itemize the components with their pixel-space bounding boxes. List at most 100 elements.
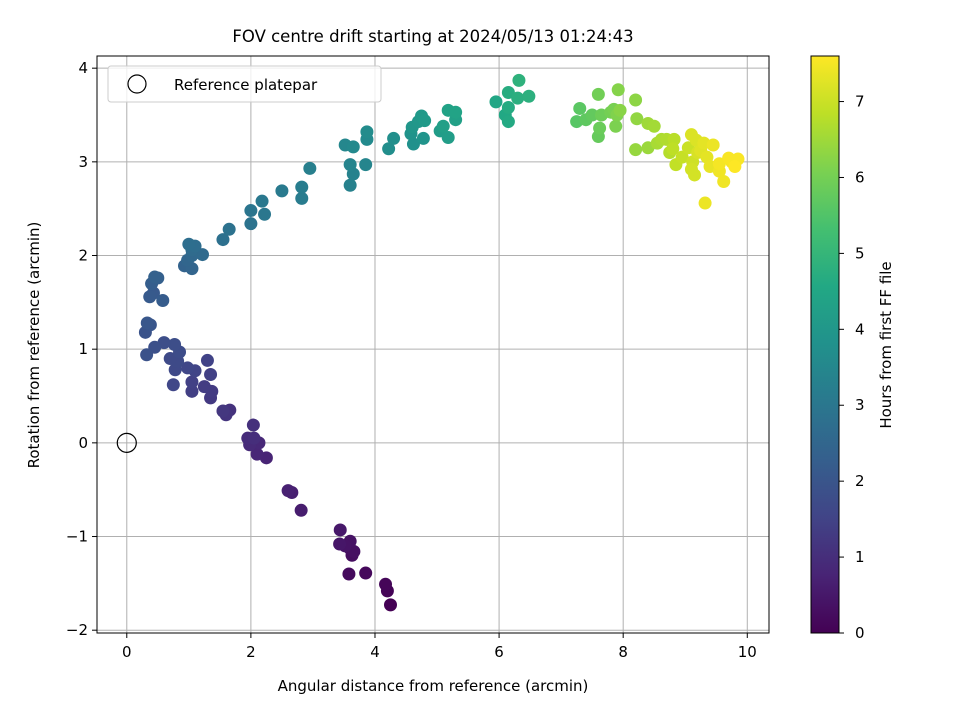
legend-marker-reference — [127, 74, 147, 94]
data-point — [163, 352, 177, 366]
data-point — [511, 91, 525, 105]
data-point — [143, 290, 157, 304]
grid — [97, 56, 769, 633]
data-point — [630, 112, 644, 126]
data-point — [343, 158, 357, 172]
data-point — [666, 142, 680, 156]
colorbar-tick-label: 3 — [855, 396, 865, 414]
data-point — [359, 566, 373, 580]
y-axis: −2 −1 0 1 2 3 4 — [66, 59, 97, 639]
data-point — [343, 178, 357, 192]
data-point — [246, 418, 260, 432]
data-point — [629, 93, 643, 107]
data-point — [489, 95, 503, 109]
data-point — [204, 367, 218, 381]
data-point — [629, 143, 643, 157]
colorbar-label: Hours from first FF file — [877, 261, 895, 428]
data-point — [706, 138, 720, 152]
data-point — [255, 194, 269, 208]
data-point — [573, 101, 587, 115]
data-point — [359, 158, 373, 172]
y-axis-label: Rotation from reference (arcmin) — [25, 222, 43, 469]
legend: Reference platepar — [107, 65, 382, 103]
data-point — [148, 270, 162, 284]
data-point — [216, 233, 230, 247]
data-point — [698, 196, 712, 210]
data-point — [295, 191, 309, 205]
data-point — [185, 375, 199, 389]
data-point — [441, 130, 455, 144]
data-point — [166, 378, 180, 392]
data-point — [675, 150, 689, 164]
data-point — [512, 73, 526, 87]
y-tick-label: −2 — [66, 621, 88, 639]
scatter-points — [138, 73, 745, 612]
x-tick-label: 4 — [370, 643, 380, 661]
y-tick-label: 2 — [78, 247, 88, 265]
data-point — [522, 89, 536, 103]
data-point — [383, 598, 397, 612]
x-tick-label: 0 — [122, 643, 132, 661]
data-point — [418, 114, 432, 128]
y-tick-label: 1 — [78, 340, 88, 358]
data-point — [156, 293, 170, 307]
data-point — [333, 537, 347, 551]
data-point — [275, 184, 289, 198]
chart-title: FOV centre drift starting at 2024/05/13 … — [232, 27, 633, 46]
data-point — [342, 567, 356, 581]
data-point — [387, 131, 401, 145]
data-point — [346, 140, 360, 154]
colorbar-tick-label: 1 — [855, 548, 865, 566]
colorbar-tick-label: 0 — [855, 624, 865, 642]
data-point — [379, 577, 393, 591]
data-point — [406, 137, 420, 151]
data-point — [294, 503, 308, 517]
x-axis: 0 2 4 6 8 10 — [122, 633, 757, 661]
legend-entry-reference: Reference platepar — [174, 76, 318, 94]
data-point — [436, 119, 450, 133]
data-point — [593, 121, 607, 135]
colorbar-gradient — [810, 55, 840, 634]
data-point — [712, 157, 726, 171]
data-point — [382, 142, 396, 156]
data-point — [181, 361, 195, 375]
data-point — [168, 338, 182, 351]
colorbar-tick-label: 7 — [855, 93, 865, 111]
data-point — [613, 103, 627, 117]
data-point — [295, 180, 309, 194]
x-axis-label: Angular distance from reference (arcmin) — [278, 677, 589, 695]
data-point — [501, 101, 515, 115]
data-point — [333, 523, 347, 537]
plot-area-frame — [96, 55, 770, 634]
reference-point-marker — [116, 432, 137, 453]
colorbar-tick-label: 2 — [855, 472, 865, 490]
colorbar-tick-label: 5 — [855, 244, 865, 262]
data-point — [501, 115, 515, 129]
data-point — [182, 237, 196, 251]
data-point — [585, 108, 599, 122]
data-point — [200, 353, 214, 367]
data-point — [416, 131, 430, 145]
data-point — [140, 348, 154, 362]
data-point — [222, 222, 236, 236]
colorbar-tick-label: 6 — [855, 168, 865, 186]
data-point — [303, 161, 317, 175]
y-tick-label: −1 — [66, 528, 88, 546]
y-tick-label: 3 — [78, 153, 88, 171]
data-point — [197, 380, 211, 394]
data-point — [684, 162, 698, 176]
x-tick-label: 6 — [494, 643, 504, 661]
data-point — [728, 160, 742, 174]
x-tick-label: 2 — [246, 643, 256, 661]
data-point — [244, 217, 258, 231]
y-tick-label: 0 — [78, 434, 88, 452]
x-tick-label: 10 — [738, 643, 757, 661]
x-tick-label: 8 — [618, 643, 628, 661]
data-point — [258, 207, 272, 221]
data-point — [609, 119, 623, 133]
colorbar: 0 1 2 3 4 5 6 7 — [810, 55, 865, 642]
y-tick-label: 4 — [78, 59, 88, 77]
data-point — [216, 404, 230, 418]
data-point — [140, 316, 154, 330]
